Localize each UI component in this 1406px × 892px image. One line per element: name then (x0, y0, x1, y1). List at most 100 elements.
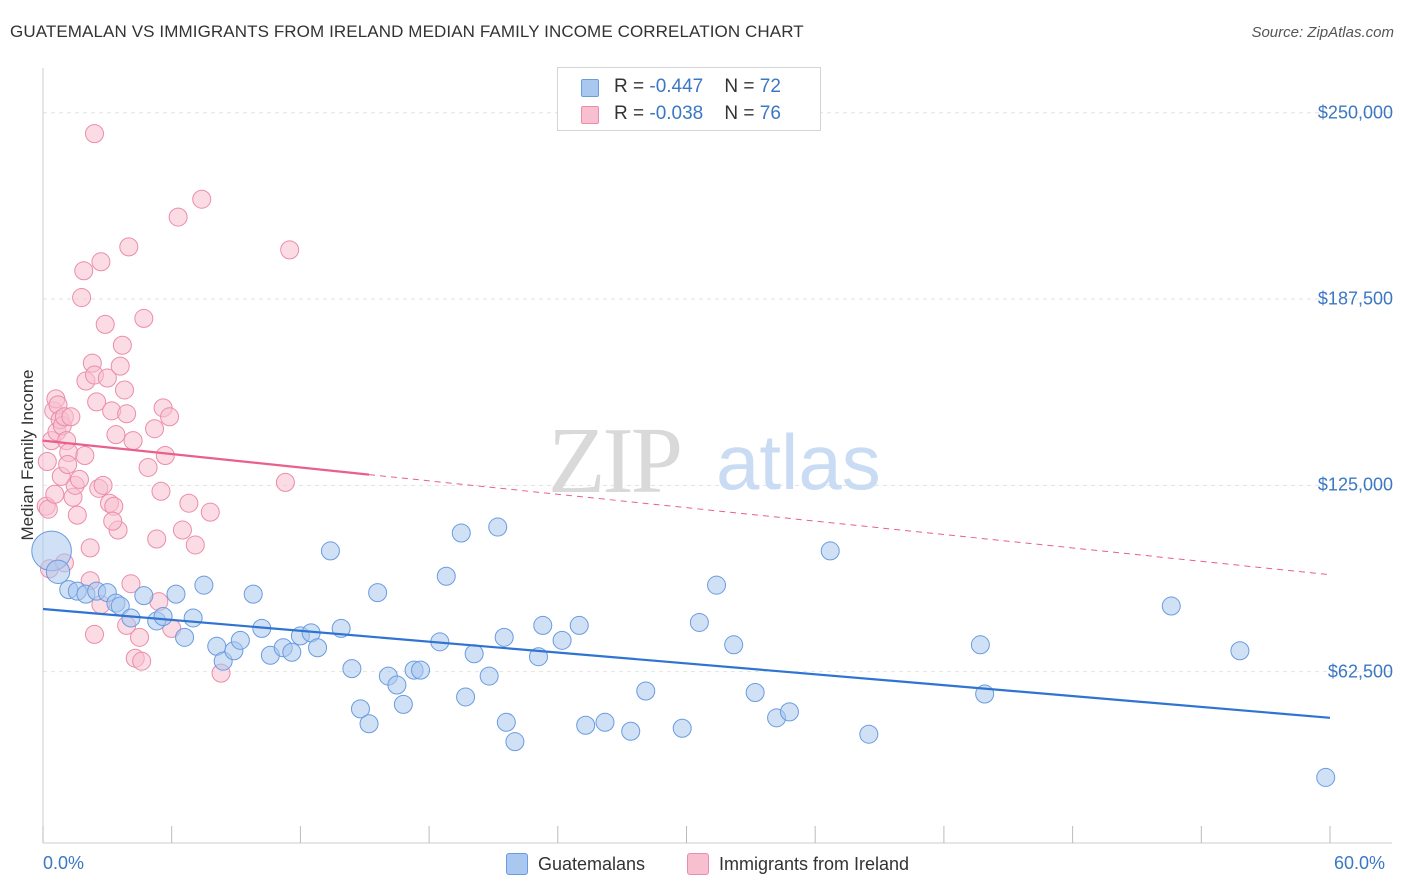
ireland-point (106, 425, 126, 445)
ireland-point (95, 314, 115, 334)
chart-title: GUATEMALAN VS IMMIGRANTS FROM IRELAND ME… (10, 22, 804, 41)
ireland-point (138, 457, 158, 477)
guatemalan-point (243, 584, 263, 604)
guatemalan-points (31, 517, 1336, 787)
ireland-point (168, 207, 188, 227)
guatemalan-point (595, 712, 615, 732)
ireland-point (172, 520, 192, 540)
ireland-point (72, 288, 92, 308)
ireland-point (130, 627, 150, 647)
guatemalan-point (464, 644, 484, 664)
ireland-point (93, 475, 113, 495)
guatemalan-point (1230, 641, 1250, 661)
ireland-point (147, 529, 167, 549)
trend-line-guatemalans (42, 607, 1331, 719)
ireland-point (112, 335, 132, 355)
guatemalan-point (359, 714, 379, 734)
ireland-point (185, 535, 205, 555)
guatemalan-point (494, 627, 514, 647)
guatemalan-point (479, 666, 499, 686)
guatemalan-point (621, 721, 641, 741)
guatemalan-point (779, 702, 799, 722)
trend-lines (42, 439, 1331, 719)
legend-item-guatemalans[interactable]: Guatemalans (506, 852, 645, 876)
guatemalan-point (724, 635, 744, 655)
guatemalan-point (230, 630, 250, 650)
ireland-point (103, 511, 123, 531)
guatemalan-point (970, 635, 990, 655)
ireland-point (145, 419, 165, 439)
ireland-point (117, 404, 137, 424)
n-value: 76 (759, 103, 781, 124)
trend-line-ireland-extrapolated (368, 474, 1331, 576)
watermark-atlas: atlas (716, 418, 881, 506)
ireland-point (115, 380, 135, 400)
n-value: 72 (759, 76, 781, 97)
guatemalan-point (672, 718, 692, 738)
guatemalan-point (496, 712, 516, 732)
trend-line-ireland (42, 439, 370, 476)
ireland-point (37, 451, 57, 471)
guatemalan-point (552, 630, 572, 650)
ireland-point (119, 237, 139, 257)
guatemalan-point (1161, 596, 1181, 616)
ireland-point (110, 356, 130, 376)
y-tick-label: $250,000 (1317, 102, 1393, 123)
y-tick-label: $125,000 (1317, 474, 1393, 495)
guatemalan-point (320, 541, 340, 561)
guatemalan-point (183, 608, 203, 628)
ireland-point (87, 392, 107, 412)
guatemalan-point (134, 586, 154, 606)
guatemalan-point (689, 612, 709, 632)
guatemalan-point (1316, 767, 1336, 787)
ireland-point (80, 538, 100, 558)
ireland-point (58, 454, 78, 474)
n-label: N = (724, 76, 760, 97)
guatemalan-point (451, 523, 471, 543)
guatemalan-point (45, 559, 71, 584)
ireland-point (91, 252, 111, 272)
ireland-point (69, 469, 89, 489)
ireland-point (121, 574, 141, 594)
r-label: R = (614, 76, 650, 97)
ireland-point (61, 407, 81, 427)
axes (42, 68, 1392, 844)
guatemalan-point (282, 642, 302, 662)
y-tick-label: $187,500 (1317, 288, 1393, 309)
legend-swatch-pink (687, 852, 709, 875)
guatemalan-point (308, 638, 328, 658)
legend-label: Guatemalans (538, 854, 646, 874)
ireland-point (97, 368, 117, 388)
blue-swatch (581, 79, 599, 97)
ireland-point (160, 407, 180, 427)
watermark: ZIP atlas (548, 409, 881, 513)
ireland-point (132, 651, 152, 671)
watermark-zip: ZIP (548, 409, 680, 513)
ireland-point (200, 502, 220, 522)
correlation-stats-box: R = -0.447 N = 72 R = -0.038 N = 76 (557, 67, 821, 131)
ireland-point (74, 261, 94, 281)
ireland-point (84, 124, 104, 144)
guatemalan-point (342, 659, 362, 679)
ireland-point (151, 481, 171, 501)
ireland-point (134, 308, 154, 328)
x-tick-min: 0.0% (43, 853, 85, 873)
ireland-point (75, 446, 95, 466)
ireland-point (84, 624, 104, 644)
x-tick-max: 60.0% (1334, 853, 1386, 873)
guatemalan-point (194, 575, 214, 595)
ireland-point (179, 493, 199, 513)
r-value: -0.447 (649, 76, 704, 97)
ireland-point (275, 472, 295, 492)
ireland-point (123, 431, 143, 451)
legend-label: Immigrants from Ireland (719, 854, 910, 874)
guatemalan-point (533, 615, 553, 635)
ireland-points (36, 124, 300, 683)
y-tick-label: $62,500 (1327, 661, 1393, 682)
legend-item-ireland[interactable]: Immigrants from Ireland (687, 852, 909, 876)
guatemalan-point (488, 517, 508, 537)
guatemalan-point (456, 687, 476, 707)
legend-swatch-blue (506, 852, 528, 875)
ireland-point (192, 189, 212, 209)
